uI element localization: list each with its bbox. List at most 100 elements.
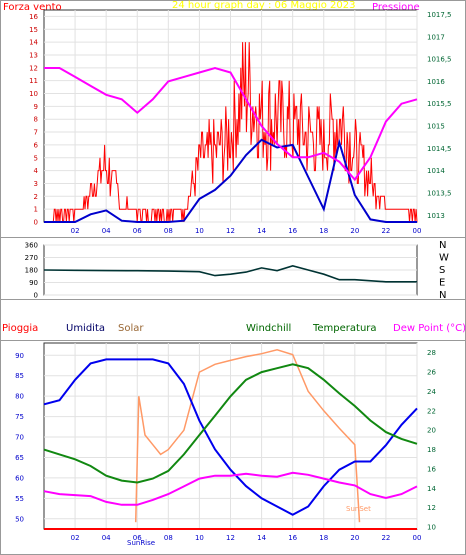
- direction-degree-label: 0: [34, 292, 38, 300]
- bottom-x-tick-label: 20: [350, 534, 359, 542]
- top-x-tick-label: 04: [102, 227, 111, 235]
- top-x-tick-label: 18: [319, 227, 328, 235]
- pressure-tick-label: 1013: [427, 212, 445, 220]
- humidity-label: Umidita: [66, 323, 105, 334]
- humidity-tick-label: 75: [15, 413, 24, 421]
- pressure-tick-label: 1017,5: [427, 11, 452, 19]
- top-x-tick-label: 20: [350, 227, 359, 235]
- compass-label: E: [439, 278, 445, 289]
- wind-tick-label: 0: [34, 219, 38, 227]
- direction-degree-label: 270: [25, 254, 38, 262]
- bottom-x-tick-label: 06: [133, 534, 142, 542]
- bottom-x-tick-label: 16: [288, 534, 297, 542]
- solar-line: [134, 349, 361, 523]
- direction-series: [43, 264, 417, 283]
- humidity-tick-label: 50: [15, 515, 24, 523]
- top-grid: [44, 10, 418, 223]
- humidity-tick-label: 90: [15, 352, 24, 360]
- temperature-tick-label: 20: [427, 427, 436, 435]
- temperature-axis-ticks: 10 12 14 16 18 20 22 24 26 28: [427, 349, 436, 531]
- wind-tick-label: 13: [29, 51, 38, 59]
- solar-label: Solar: [118, 323, 144, 334]
- bottom-x-tick-label: 08: [164, 534, 173, 542]
- wind-tick-label: 9: [34, 103, 38, 111]
- top-x-tick-label: 02: [71, 227, 80, 235]
- wind-tick-label: 8: [34, 116, 38, 124]
- pressure-tick-label: 1015,5: [427, 100, 452, 108]
- top-series: [44, 42, 418, 223]
- top-x-axis-ticks: 02 04 06 08 10 12 14 16 18 20 22 00: [71, 227, 422, 235]
- temperature-tick-label: 22: [427, 407, 436, 415]
- humidity-line: [43, 358, 418, 516]
- humidity-tick-label: 80: [15, 393, 24, 401]
- top-x-tick-label: 12: [226, 227, 235, 235]
- temperature-tick-label: 18: [427, 446, 436, 454]
- top-x-tick-label: 00: [413, 227, 422, 235]
- temperature-tick-label: 26: [427, 369, 436, 377]
- bottom-x-tick-label: 04: [102, 534, 111, 542]
- wind-gust-line: [44, 42, 418, 223]
- bottom-x-tick-label: 14: [257, 534, 266, 542]
- pressure-tick-label: 1017: [427, 33, 445, 41]
- direction-degree-label: 360: [25, 242, 38, 250]
- top-x-tick-label: 08: [164, 227, 173, 235]
- temperature-label: Temperatura: [312, 323, 377, 334]
- direction-grid: [44, 244, 417, 296]
- pressure-line: [44, 66, 418, 182]
- humidity-tick-label: 65: [15, 454, 24, 462]
- top-x-tick-label: 06: [133, 227, 142, 235]
- wind-tick-label: 5: [34, 154, 38, 162]
- bottom-panel-border: [0, 340, 466, 555]
- bottom-x-tick-label: 10: [195, 534, 204, 542]
- wind-tick-label: 2: [34, 193, 38, 201]
- wind-tick-label: 4: [34, 167, 39, 175]
- wind-direction-line: [43, 264, 417, 283]
- compass-label: W: [439, 253, 449, 264]
- dewpoint-line: [43, 471, 418, 506]
- wind-tick-label: 6: [34, 141, 39, 149]
- wind-tick-label: 11: [29, 77, 38, 85]
- bottom-x-tick-label: 18: [319, 534, 328, 542]
- compass-label: N: [439, 240, 446, 251]
- compass-label: N: [439, 290, 446, 301]
- bottom-x-tick-label: 22: [381, 534, 390, 542]
- top-x-tick-label: 10: [195, 227, 204, 235]
- direction-degree-ticks: 0 90 180 270 360: [25, 242, 38, 300]
- humidity-tick-label: 70: [15, 434, 24, 442]
- humidity-tick-label: 55: [15, 495, 24, 503]
- bottom-grid: [44, 343, 418, 529]
- sunrise-label: SunRise: [127, 539, 155, 547]
- pressure-tick-label: 1016: [427, 78, 445, 86]
- bottom-x-axis-ticks: 02 04 06 08 10 12 14 16 18 20 22 00: [71, 534, 422, 542]
- humidity-axis-ticks: 50 55 60 65 70 75 80 85 90: [15, 352, 24, 524]
- humidity-tick-label: 60: [15, 474, 24, 482]
- pressure-tick-label: 1014: [427, 167, 445, 175]
- top-x-tick-label: 14: [257, 227, 266, 235]
- wind-tick-label: 15: [29, 26, 38, 34]
- wind-tick-label: 10: [29, 90, 38, 98]
- temperature-tick-label: 10: [427, 524, 436, 532]
- temperature-tick-label: 28: [427, 349, 436, 357]
- rain-label: Pioggia: [2, 323, 38, 334]
- bottom-x-tick-label: 00: [413, 534, 422, 542]
- pressure-tick-label: 1016,5: [427, 56, 452, 64]
- wind-tick-label: 16: [29, 13, 38, 21]
- direction-panel-border: [0, 237, 466, 300]
- bottom-series: [43, 349, 418, 530]
- wind-tick-label: 14: [29, 39, 38, 47]
- pressure-tick-label: 1013,5: [427, 189, 452, 197]
- wind-tick-label: 12: [29, 64, 38, 72]
- compass-label: S: [439, 265, 445, 276]
- direction-degree-label: 180: [25, 267, 38, 275]
- top-x-tick-label: 22: [381, 227, 390, 235]
- pressure-tick-label: 1014,5: [427, 145, 452, 153]
- wind-tick-label: 1: [34, 206, 38, 214]
- pressure-axis-ticks: 1013 1013,5 1014 1014,5 1015 1015,5 1016 1016,5…: [427, 11, 452, 220]
- average-wind-line: [44, 138, 417, 223]
- top-x-tick-label: 16: [288, 227, 297, 235]
- sunset-label: SunSet: [346, 505, 371, 513]
